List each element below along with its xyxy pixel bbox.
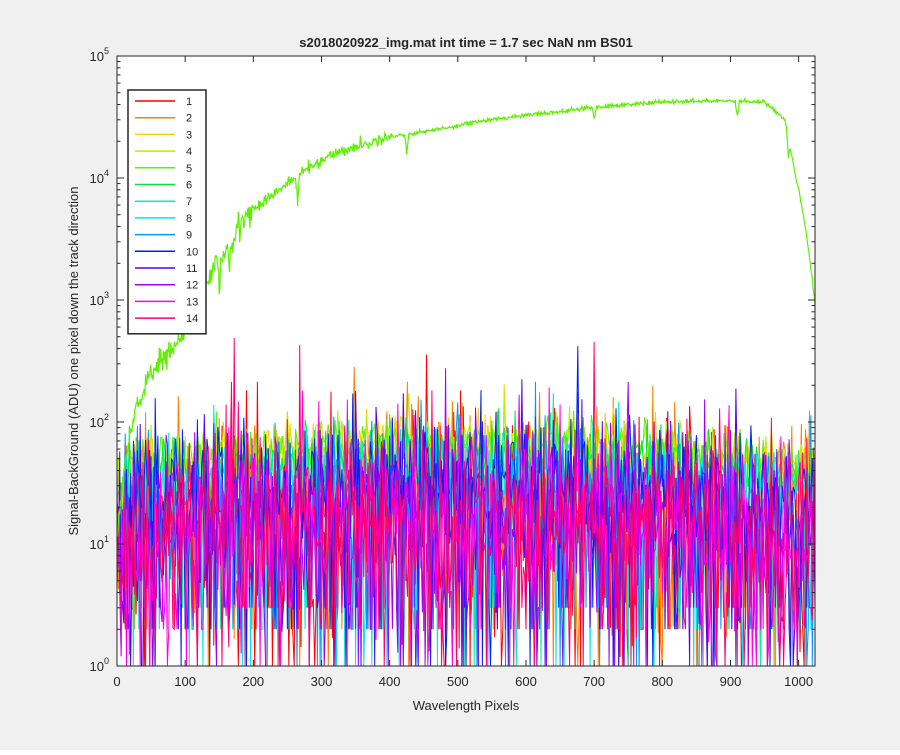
x-tick-label: 400 bbox=[379, 674, 401, 689]
x-tick-label: 200 bbox=[242, 674, 264, 689]
x-tick-label: 100 bbox=[174, 674, 196, 689]
x-tick-label: 0 bbox=[113, 674, 120, 689]
y-tick-label: 104 bbox=[90, 168, 109, 186]
x-tick-label: 500 bbox=[447, 674, 469, 689]
legend-label: 5 bbox=[186, 163, 192, 175]
legend-label: 9 bbox=[186, 230, 192, 242]
series-line-main bbox=[117, 96, 815, 537]
y-tick-label: 101 bbox=[90, 534, 109, 552]
chart-title: s2018020922_img.mat int time = 1.7 sec N… bbox=[299, 35, 633, 50]
series-line-14 bbox=[117, 337, 815, 666]
y-tick-label: 105 bbox=[90, 46, 109, 64]
axes-box bbox=[116, 55, 816, 667]
legend-label: 2 bbox=[186, 113, 192, 125]
x-tick-label: 800 bbox=[651, 674, 673, 689]
legend-label: 3 bbox=[186, 129, 192, 141]
legend-label: 10 bbox=[186, 246, 198, 258]
legend-label: 6 bbox=[186, 180, 192, 192]
x-tick-label: 700 bbox=[583, 674, 605, 689]
legend-label: 4 bbox=[186, 146, 192, 158]
legend-label: 8 bbox=[186, 213, 192, 225]
y-axis-label: Signal-BackGround (ADU) one pixel down t… bbox=[66, 186, 81, 535]
x-axis-label: Wavelength Pixels bbox=[413, 698, 520, 713]
legend-label: 7 bbox=[186, 196, 192, 208]
legend-label: 12 bbox=[186, 280, 198, 292]
plot-area bbox=[117, 96, 815, 666]
legend-label: 13 bbox=[186, 296, 198, 308]
x-tick-label: 600 bbox=[515, 674, 537, 689]
legend-label: 1 bbox=[186, 96, 192, 108]
x-tick-label: 300 bbox=[311, 674, 333, 689]
x-tick-label: 1000 bbox=[784, 674, 813, 689]
x-tick-label: 900 bbox=[720, 674, 742, 689]
y-tick-label: 102 bbox=[90, 412, 109, 430]
legend-label: 14 bbox=[186, 313, 198, 325]
y-tick-label: 100 bbox=[90, 656, 109, 674]
x-axis: 0 100 200 300 400 500 600 700 800 900 1000 bbox=[113, 56, 813, 689]
y-tick-label: 103 bbox=[90, 290, 109, 308]
legend-label: 11 bbox=[186, 263, 197, 275]
legend-box bbox=[127, 89, 207, 335]
